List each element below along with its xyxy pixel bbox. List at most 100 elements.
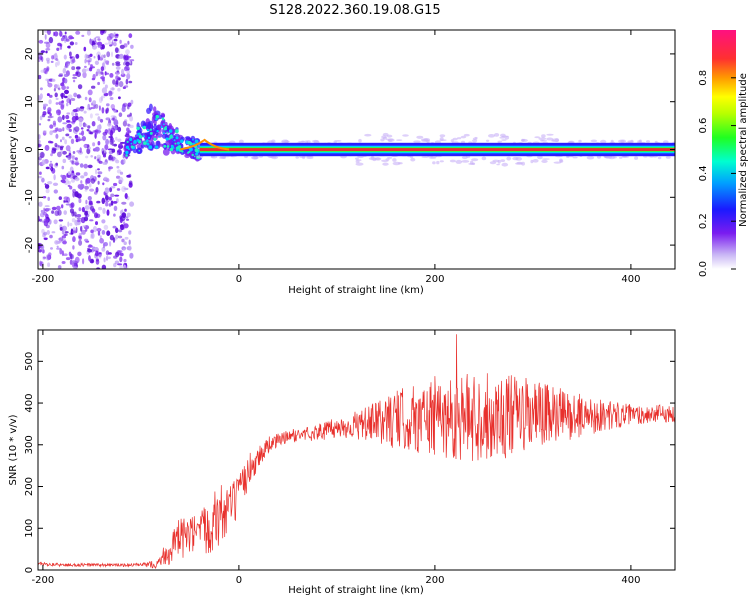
halo-speckle	[436, 160, 440, 165]
transition-core	[163, 123, 165, 125]
noise-speckle	[81, 136, 87, 142]
noise-speckle	[95, 250, 99, 257]
noise-speckle	[123, 221, 126, 227]
noise-speckle	[104, 187, 110, 194]
noise-speckle	[103, 148, 106, 153]
noise-speckle	[108, 196, 112, 201]
noise-speckle	[62, 127, 65, 132]
noise-speckle	[115, 159, 120, 164]
halo-speckle	[295, 156, 300, 159]
noise-speckle	[116, 152, 120, 156]
noise-speckle	[89, 67, 93, 72]
noise-speckle	[111, 108, 116, 111]
noise-speckle	[75, 172, 81, 176]
noise-speckle	[113, 38, 118, 42]
transition-core	[189, 147, 193, 152]
noise-speckle	[95, 113, 100, 116]
transition-core	[174, 142, 177, 145]
noise-speckle	[129, 115, 134, 122]
noise-speckle	[119, 252, 124, 257]
transition-core	[149, 131, 153, 135]
noise-speckle	[45, 48, 51, 51]
noise-speckle	[84, 229, 88, 232]
noise-speckle	[125, 61, 130, 67]
noise-speckle	[58, 237, 64, 242]
spectrogram-panel: -200 0 200 400 20 10 0 -10 -20 Height of straigh…	[8, 29, 676, 296]
noise-speckle	[121, 201, 127, 205]
noise-speckle	[60, 174, 63, 178]
noise-speckle	[113, 143, 117, 147]
noise-speckle	[81, 206, 85, 213]
noise-speckle	[84, 96, 88, 101]
x-tick-label: 200	[425, 274, 444, 285]
noise-speckle	[110, 200, 114, 206]
noise-speckle	[117, 126, 122, 133]
noise-speckle	[105, 195, 109, 201]
noise-speckle	[114, 260, 120, 265]
noise-speckle	[123, 158, 126, 165]
noise-speckle	[67, 171, 71, 176]
noise-speckle	[128, 239, 131, 245]
halo-speckle	[530, 159, 534, 164]
noise-speckle	[63, 54, 67, 60]
noise-speckle	[64, 233, 68, 236]
transition-core	[137, 132, 140, 136]
noise-speckle	[57, 209, 62, 216]
noise-speckle	[60, 104, 65, 110]
bump-trace	[179, 138, 230, 151]
noise-speckle	[49, 94, 53, 98]
noise-speckle	[108, 135, 113, 139]
noise-speckle	[93, 247, 99, 250]
noise-speckle	[76, 217, 81, 220]
noise-speckle	[123, 187, 127, 190]
noise-speckle	[77, 251, 82, 257]
halo-speckle	[456, 137, 462, 140]
noise-speckle	[109, 187, 113, 193]
noise-speckle	[67, 180, 71, 185]
transition-core	[163, 127, 167, 131]
halo-speckle	[578, 139, 582, 143]
noise-speckle	[38, 56, 41, 62]
noise-speckle	[59, 248, 63, 255]
noise-speckle	[95, 128, 99, 135]
noise-speckle	[41, 177, 45, 183]
halo-speckle	[630, 139, 634, 144]
noise-speckle	[82, 225, 86, 228]
noise-speckle	[108, 40, 111, 45]
noise-speckle	[42, 196, 47, 199]
noise-speckle	[101, 87, 107, 94]
noise-speckle	[63, 196, 69, 200]
noise-speckle	[71, 111, 75, 117]
noise-speckle	[97, 174, 101, 178]
noise-speckle	[72, 191, 76, 198]
y-tick-label: -10	[24, 189, 35, 205]
noise-speckle	[126, 123, 130, 127]
noise-speckle	[51, 149, 54, 154]
snr-panel: -200 0 200 400 0 100 200 300 400 500 Height of st…	[8, 329, 676, 596]
noise-speckle	[116, 70, 120, 73]
halo-speckle	[506, 156, 512, 161]
noise-speckle	[79, 147, 82, 154]
noise-speckle	[128, 230, 132, 235]
noise-speckle	[44, 205, 50, 208]
noise-speckle	[46, 254, 50, 261]
transition-blob	[125, 137, 131, 145]
halo-speckle	[239, 139, 244, 144]
transition-core	[138, 149, 141, 152]
noise-speckle	[110, 87, 116, 91]
noise-speckle	[108, 203, 112, 207]
noise-speckle	[113, 182, 118, 187]
noise-speckle	[80, 184, 83, 189]
noise-speckle	[118, 176, 124, 184]
noise-speckle	[55, 133, 59, 139]
noise-speckle	[54, 142, 58, 148]
noise-speckle	[121, 212, 127, 219]
noise-speckle	[101, 230, 106, 235]
noise-speckle	[124, 236, 129, 240]
noise-speckle	[43, 237, 48, 240]
noise-speckle	[76, 193, 82, 199]
transition-core	[130, 142, 133, 145]
noise-speckle	[118, 112, 123, 117]
noise-speckle	[61, 261, 66, 264]
noise-speckle	[128, 180, 133, 186]
